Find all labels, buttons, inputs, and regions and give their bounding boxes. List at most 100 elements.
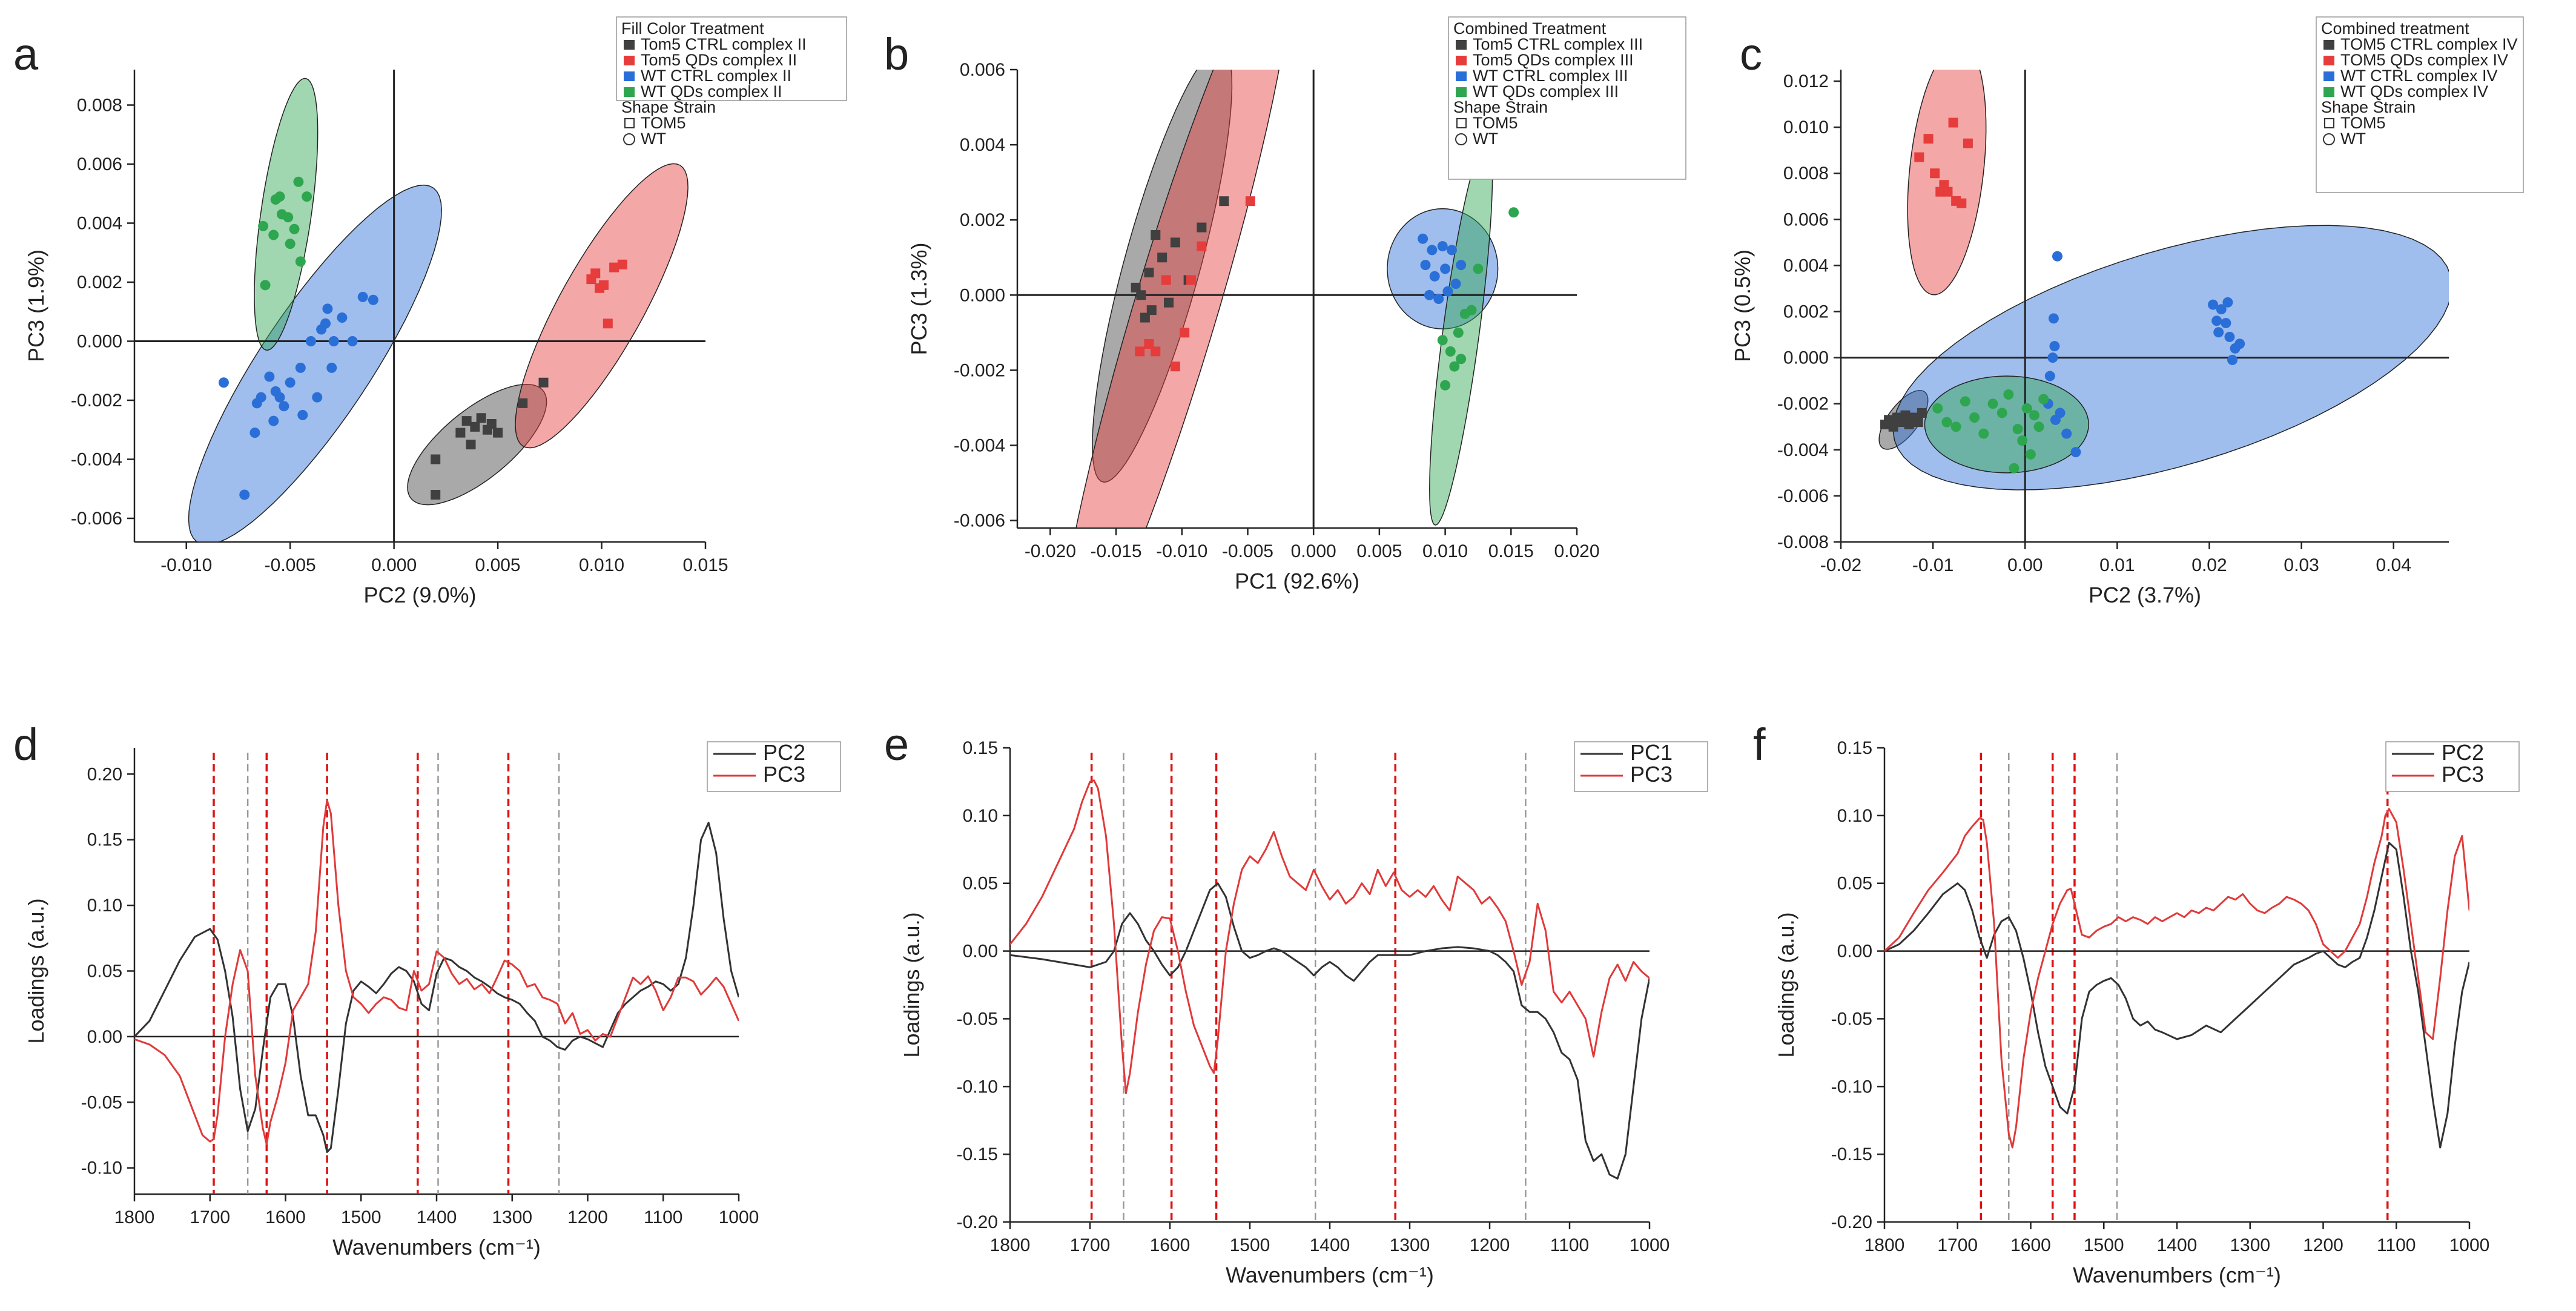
data-point xyxy=(279,401,289,412)
x-tick-label: 1200 xyxy=(1470,1235,1510,1255)
x-tick-label: 1300 xyxy=(2230,1235,2270,1255)
x-tick-label: 1800 xyxy=(1864,1235,1905,1255)
data-point xyxy=(289,223,300,234)
y-tick-label: -0.05 xyxy=(1831,1009,1872,1029)
panel-letter-d: d xyxy=(13,719,38,770)
legend-shape-label: WT xyxy=(2340,130,2366,148)
series-line-PC1 xyxy=(1010,882,1650,1180)
legend-shape-title: Shape Strain xyxy=(2321,98,2416,116)
data-point xyxy=(1987,398,1998,409)
data-point xyxy=(297,409,308,420)
legend-label: TOM5 CTRL complex IV xyxy=(2340,35,2518,53)
data-point xyxy=(305,336,316,346)
data-point xyxy=(1424,289,1435,300)
data-point xyxy=(1923,134,1934,144)
x-tick-label: -0.015 xyxy=(1091,541,1142,561)
data-point xyxy=(1151,230,1161,240)
plot-area xyxy=(1017,70,1577,528)
x-tick-label: -0.02 xyxy=(1820,555,1861,575)
series-line-PC2 xyxy=(1884,842,2469,1149)
x-tick-label: -0.005 xyxy=(1222,541,1273,561)
legend-title: Fill Color Treatment xyxy=(621,19,764,38)
data-point xyxy=(1888,421,1898,432)
data-point xyxy=(256,392,266,403)
x-tick-label: 1200 xyxy=(567,1207,608,1227)
x-tick-label: 1000 xyxy=(719,1207,759,1227)
y-tick-label: 0.05 xyxy=(87,962,122,982)
data-point xyxy=(322,303,333,314)
x-axis-label: Wavenumbers (cm⁻¹) xyxy=(2073,1263,2281,1287)
panel-letter-e: e xyxy=(884,719,909,770)
data-point xyxy=(268,230,279,240)
data-point xyxy=(1219,196,1229,206)
data-point xyxy=(2211,315,2222,326)
y-tick-label: 0.002 xyxy=(77,272,122,292)
legend-box xyxy=(2385,741,2520,792)
legend-swatch xyxy=(624,87,635,97)
legend-box xyxy=(1448,16,1686,180)
x-tick-label: 1500 xyxy=(1230,1235,1270,1255)
data-point xyxy=(293,176,304,187)
data-point xyxy=(1914,152,1924,162)
data-point xyxy=(1466,305,1477,315)
data-point xyxy=(1456,260,1467,271)
y-tick-label: -0.15 xyxy=(957,1144,998,1164)
legend-shape-label: TOM5 xyxy=(2340,114,2386,132)
data-point xyxy=(1429,271,1440,282)
legend-label: PC3 xyxy=(2442,762,2484,787)
plot-area xyxy=(134,70,705,542)
data-point xyxy=(609,262,619,272)
panel-e: e 1800 1700 1600 1500 1400 1300 1200 1100 1000 -0.… xyxy=(884,719,1708,1287)
panel-letter-a: a xyxy=(13,29,39,79)
y-tick-label: 0.05 xyxy=(963,874,998,894)
y-tick-label: 0.00 xyxy=(1837,942,1872,962)
y-tick-label: -0.15 xyxy=(1831,1144,1872,1164)
data-point xyxy=(1948,117,1958,128)
data-point xyxy=(486,419,497,429)
x-tick-label: 0.010 xyxy=(579,555,624,575)
data-point xyxy=(1151,346,1161,357)
legend-label: PC2 xyxy=(763,740,805,765)
x-tick-label: 1100 xyxy=(1550,1235,1590,1255)
legend-shape-circle xyxy=(2323,133,2335,145)
data-point xyxy=(1917,408,1927,418)
x-tick-label: -0.01 xyxy=(1912,555,1953,575)
data-point xyxy=(1941,417,1952,428)
y-tick-label: 0.000 xyxy=(77,332,122,352)
y-tick-label: 0.006 xyxy=(1783,210,1829,230)
data-point xyxy=(2234,338,2245,349)
data-point xyxy=(1963,138,1973,148)
x-tick-label: 0.01 xyxy=(2099,555,2135,575)
confidence-ellipse xyxy=(1907,70,1987,296)
y-tick-label: -0.004 xyxy=(954,435,1005,455)
data-point xyxy=(1136,290,1146,300)
legend-title: Combined treatment xyxy=(2321,19,2469,38)
plot-area xyxy=(1010,753,1650,1222)
data-point xyxy=(1437,241,1448,252)
data-point xyxy=(1943,187,1953,197)
data-point xyxy=(249,428,260,438)
data-point xyxy=(1442,286,1453,297)
data-point xyxy=(1932,403,1943,414)
plot-area xyxy=(1841,70,2449,542)
data-point xyxy=(1146,305,1157,315)
y-tick-label: 0.000 xyxy=(960,285,1005,305)
data-point xyxy=(2061,428,2072,439)
x-axis-label: Wavenumbers (cm⁻¹) xyxy=(332,1235,541,1260)
data-point xyxy=(328,336,339,346)
x-tick-label: 1800 xyxy=(990,1235,1031,1255)
data-point xyxy=(1900,410,1911,420)
x-tick-label: 0.00 xyxy=(2007,555,2043,575)
data-point xyxy=(2049,341,2060,352)
x-tick-label: 0.000 xyxy=(1291,541,1336,561)
x-tick-label: 0.005 xyxy=(1356,541,1402,561)
data-point xyxy=(455,428,466,438)
x-tick-label: 1600 xyxy=(2010,1235,2051,1255)
data-point xyxy=(2055,408,2066,418)
data-point xyxy=(1449,361,1460,372)
legend-swatch xyxy=(624,40,635,50)
data-point xyxy=(518,398,528,408)
